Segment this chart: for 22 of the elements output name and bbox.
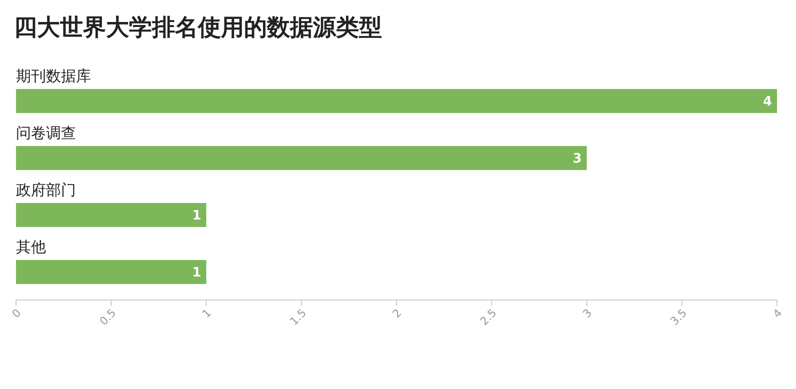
x-tick-label: 4 [770, 306, 785, 321]
data-label: 4 [762, 94, 772, 110]
x-tick-label: 1 [200, 306, 214, 321]
x-tick-label: 0.5 [97, 306, 119, 328]
chart-title: 四大世界大学排名使用的数据源类型 [14, 14, 382, 43]
data-label: 3 [572, 152, 582, 167]
bar [16, 203, 206, 227]
y-tick-label: 政府部门 [16, 181, 76, 199]
x-tick-label: 0 [10, 306, 24, 321]
data-label: 1 [192, 208, 202, 224]
bar [16, 260, 206, 284]
bar [16, 146, 587, 170]
x-tick-label: 2.5 [478, 306, 500, 328]
x-tick-label: 2 [390, 306, 404, 321]
y-tick-label: 问卷调查 [16, 124, 76, 142]
x-tick-label: 1.5 [287, 306, 310, 328]
y-tick-label: 其他 [16, 238, 46, 256]
x-tick-label: 3 [580, 306, 594, 321]
bar [16, 89, 777, 113]
y-tick-label: 期刊数据库 [16, 67, 91, 85]
data-label: 1 [192, 266, 202, 281]
x-tick-label: 3.5 [668, 306, 690, 328]
